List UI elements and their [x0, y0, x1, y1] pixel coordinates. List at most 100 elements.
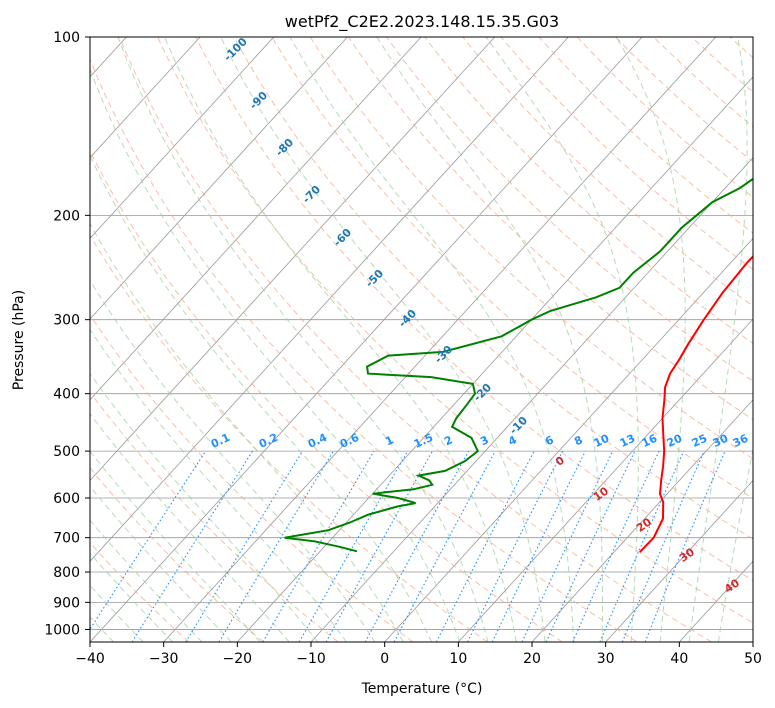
x-tick-label: 50	[744, 651, 762, 667]
y-tick-label: 600	[53, 491, 80, 507]
dry-adiabat-line	[653, 37, 753, 128]
mixing-ratio-label: 1.5	[412, 431, 435, 451]
isotherm-line	[90, 37, 496, 482]
moist-adiabat-label: -30	[432, 343, 455, 366]
moist-adiabat-line	[616, 37, 686, 642]
dry-adiabat-line	[90, 391, 339, 642]
x-tick-label: 0	[380, 651, 389, 667]
y-tick-label: 200	[53, 208, 80, 224]
dry-adiabat-line	[157, 37, 753, 624]
mixing-ratio-label: 36	[731, 432, 751, 450]
y-axis-title: Pressure (hPa)	[11, 290, 27, 390]
isotherm-line	[90, 37, 201, 159]
x-tick-label: 10	[449, 651, 467, 667]
moist-adiabat-line	[90, 372, 319, 642]
x-tick-label: 20	[523, 651, 541, 667]
dry-adiabat-line	[90, 149, 563, 642]
dry-adiabat-line	[500, 37, 753, 270]
mixing-ratio-label: 25	[690, 432, 709, 450]
mixing-ratio-label: 30	[711, 432, 731, 450]
moist-adiabat-label: -20	[471, 381, 494, 404]
moist-adiabat-line	[289, 37, 575, 642]
x-axis-title: Temperature (°C)	[361, 681, 483, 697]
dry-adiabat-line	[768, 37, 775, 642]
isotherm-line	[384, 237, 753, 642]
y-tick-label: 400	[53, 387, 80, 403]
isotherm-line	[90, 37, 348, 320]
dry-adiabat-line	[347, 37, 753, 421]
dry-adiabat-line	[90, 542, 190, 642]
mixing-ratio-line	[467, 450, 564, 642]
mixing-ratio-line	[599, 450, 685, 642]
y-tick-label: 100	[53, 30, 80, 46]
mixing-ratio-line	[364, 450, 470, 642]
mixing-ratio-label: 0.4	[306, 431, 329, 451]
dry-adiabat-line	[538, 37, 753, 234]
isotherm-line	[90, 37, 422, 401]
x-tick-label: 40	[670, 651, 688, 667]
mixing-ratio-label: 8	[572, 433, 584, 448]
moist-adiabat-label: -70	[300, 183, 323, 206]
mixing-ratio-line	[621, 450, 705, 642]
moist-adiabat-line	[485, 37, 639, 642]
mixing-ratio-line	[298, 450, 409, 642]
dewpoint-profile	[284, 177, 753, 553]
mixing-ratio-line	[644, 450, 726, 642]
mixing-ratio-line	[393, 450, 496, 642]
dry-adiabat-label: 10	[591, 484, 611, 504]
dry-adiabat-line	[195, 37, 753, 582]
moist-adiabat-line	[220, 37, 546, 642]
mixing-ratio-label: 16	[640, 432, 660, 450]
mixing-ratio-label: 0.6	[338, 431, 361, 451]
dry-adiabat-line	[424, 37, 753, 344]
moist-adiabat-line	[90, 485, 232, 642]
moist-adiabat-line	[90, 328, 347, 642]
isotherm-line	[237, 76, 753, 642]
mixing-ratio-line	[491, 450, 586, 642]
moist-adiabat-line	[90, 222, 404, 642]
isotherm-line	[458, 318, 753, 642]
dry-adiabat-line	[462, 37, 753, 307]
mixing-ratio-line	[218, 450, 334, 642]
isotherm-line	[90, 37, 569, 562]
moist-adiabat-label: -60	[331, 226, 354, 249]
moist-adiabat-line	[688, 37, 748, 642]
mixing-ratio-line	[521, 450, 614, 642]
isotherm-line	[90, 37, 643, 642]
mixing-ratio-label: 0.1	[209, 431, 232, 451]
dry-adiabat-line	[90, 467, 264, 642]
dry-adiabat-label: 30	[677, 545, 697, 565]
dry-adiabat-line	[118, 37, 712, 642]
moist-adiabat-label: -50	[363, 267, 386, 290]
mixing-ratio-label: 3	[478, 433, 490, 448]
mixing-ratio-label: 20	[665, 432, 685, 450]
moist-adiabat-line	[90, 519, 203, 642]
dry-adiabat-line	[90, 314, 414, 642]
mixing-ratio-line	[131, 450, 254, 642]
mixing-ratio-label: 1	[383, 433, 395, 448]
isotherm-line	[90, 37, 275, 239]
moist-adiabat-line	[117, 37, 489, 642]
moist-adiabat-line	[164, 37, 517, 642]
dry-adiabat-line	[271, 37, 753, 500]
moist-adiabat-line	[90, 67, 461, 642]
y-tick-label: 500	[53, 444, 80, 460]
moist-adiabat-line	[376, 37, 603, 642]
y-tick-label: 700	[53, 531, 80, 547]
plot-frame	[89, 36, 754, 643]
dry-adiabat-label: 40	[722, 576, 742, 596]
dry-adiabat-line	[729, 37, 753, 59]
isotherm-line	[752, 641, 753, 642]
x-tick-label: 30	[597, 651, 615, 667]
y-tick-label: 900	[53, 595, 80, 611]
moist-adiabat-label: -40	[396, 307, 419, 330]
y-tick-label: 300	[53, 313, 80, 329]
moist-adiabat-line	[90, 154, 432, 642]
isotherm-line	[163, 37, 717, 642]
x-tick-label: −20	[223, 651, 253, 667]
x-tick-label: −10	[296, 651, 326, 667]
mixing-ratio-label: 13	[618, 432, 637, 450]
temperature-profile	[639, 254, 753, 553]
